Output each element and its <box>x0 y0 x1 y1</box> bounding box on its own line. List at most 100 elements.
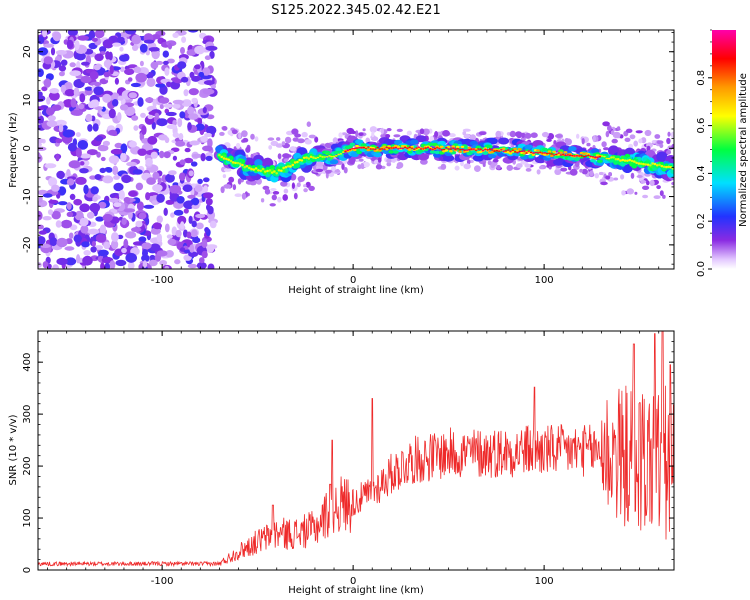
heatmap-cell <box>608 172 612 176</box>
heatmap-cell <box>329 156 334 160</box>
heatmap-cell <box>467 146 472 149</box>
heatmap-cell <box>451 145 456 148</box>
spectrogram-ytick-label: -20 <box>22 237 33 253</box>
heatmap-cell <box>667 131 671 137</box>
heatmap-cell <box>55 153 60 162</box>
heatmap-cell <box>268 145 273 150</box>
heatmap-cell <box>267 137 275 141</box>
heatmap-cell <box>257 169 260 172</box>
heatmap-cell <box>167 58 175 64</box>
heatmap-cell <box>351 147 354 150</box>
heatmap-cell <box>451 147 455 149</box>
heatmap-cell <box>252 168 256 171</box>
heatmap-cell <box>576 133 580 139</box>
heatmap-cell <box>150 61 159 69</box>
heatmap-cell <box>151 121 156 130</box>
heatmap-cell <box>432 142 438 147</box>
heatmap-cell <box>455 145 460 149</box>
colorbar-tick-label: 0.8 <box>696 70 707 86</box>
heatmap-cell <box>520 150 524 153</box>
heatmap-cell <box>659 161 664 166</box>
heatmap-cell <box>392 147 395 149</box>
heatmap-cell <box>175 229 182 238</box>
heatmap-cell <box>75 52 86 61</box>
heatmap-cell <box>220 186 225 194</box>
heatmap-cell <box>90 246 97 253</box>
heatmap-cell <box>38 142 42 147</box>
heatmap-cell <box>247 166 251 170</box>
heatmap-cell <box>532 152 535 154</box>
heatmap-cell <box>515 149 520 153</box>
heatmap-cell <box>607 157 611 160</box>
heatmap-cell <box>646 163 650 166</box>
heatmap-cell <box>306 121 311 127</box>
heatmap-cell <box>42 261 49 269</box>
heatmap-cell <box>481 149 485 152</box>
heatmap-cell <box>264 170 267 173</box>
heatmap-cell <box>440 163 447 170</box>
heatmap-cell <box>515 131 523 138</box>
heatmap-cell <box>360 143 367 147</box>
snr-series-line <box>38 331 674 568</box>
heatmap-cell <box>105 51 111 60</box>
heatmap-cell <box>268 169 272 172</box>
heatmap-cell <box>394 146 398 149</box>
heatmap-cell <box>163 207 168 216</box>
heatmap-cell <box>458 148 462 151</box>
heatmap-cell <box>90 81 102 87</box>
heatmap-cell <box>79 153 92 159</box>
heatmap-cell <box>671 143 674 149</box>
heatmap-cell <box>55 138 63 144</box>
heatmap-cell <box>280 181 288 187</box>
heatmap-cell <box>600 156 605 159</box>
heatmap-cell <box>169 184 182 194</box>
heatmap-cell <box>642 194 649 199</box>
heatmap-cell <box>384 148 389 151</box>
heatmap-cell <box>664 163 669 167</box>
heatmap-cell <box>183 208 189 214</box>
heatmap-cell <box>91 37 98 42</box>
heatmap-cell <box>135 72 147 83</box>
heatmap-cell <box>152 184 163 192</box>
heatmap-cell <box>386 128 392 132</box>
heatmap-cell <box>182 184 193 192</box>
heatmap-cell <box>640 180 647 184</box>
heatmap-cell <box>443 154 455 162</box>
heatmap-cell <box>495 149 499 152</box>
heatmap-cell <box>360 146 363 149</box>
heatmap-cell <box>204 132 212 138</box>
heatmap-cell <box>324 142 331 148</box>
heatmap-cell <box>358 132 364 137</box>
heatmap-cell <box>403 146 407 149</box>
heatmap-cell <box>188 88 199 96</box>
heatmap-cell <box>58 124 64 133</box>
heatmap-cell <box>156 215 163 224</box>
heatmap-cell <box>147 135 158 145</box>
heatmap-cell <box>280 169 283 172</box>
heatmap-cell <box>465 149 469 151</box>
heatmap-cell <box>198 71 205 78</box>
heatmap-cell <box>356 150 363 155</box>
heatmap-cell <box>555 134 563 138</box>
heatmap-cell <box>277 153 282 160</box>
heatmap-cell <box>121 247 127 254</box>
heatmap-cell <box>243 166 246 169</box>
heatmap-cell <box>605 157 609 160</box>
heatmap-cell <box>513 151 517 153</box>
heatmap-cell <box>207 138 213 148</box>
heatmap-cell <box>148 259 158 267</box>
heatmap-cell <box>393 134 401 138</box>
heatmap-cell <box>656 140 664 145</box>
heatmap-cell <box>488 148 492 150</box>
heatmap-cell <box>195 222 204 230</box>
heatmap-cell <box>268 170 272 175</box>
heatmap-cell <box>51 210 61 220</box>
heatmap-cell <box>346 149 350 151</box>
heatmap-cell <box>99 46 107 53</box>
heatmap-cell <box>289 165 292 168</box>
heatmap-cell <box>38 138 44 144</box>
heatmap-cell <box>175 140 186 147</box>
heatmap-cell <box>265 166 270 171</box>
heatmap-cell <box>449 148 453 150</box>
heatmap-cell <box>127 77 133 82</box>
